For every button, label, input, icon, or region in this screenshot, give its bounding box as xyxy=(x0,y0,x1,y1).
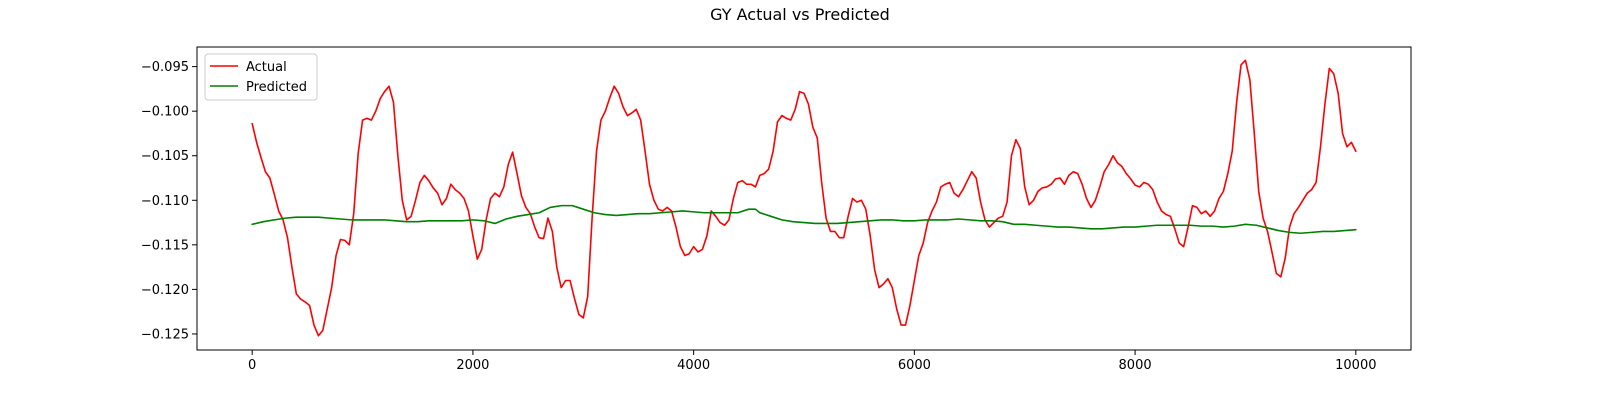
y-tick-label: −0.110 xyxy=(141,194,189,209)
x-tick-label: 8000 xyxy=(1119,358,1152,373)
chart-title: GY Actual vs Predicted xyxy=(710,5,890,24)
y-tick-label: −0.115 xyxy=(141,238,189,253)
y-tick-label: −0.125 xyxy=(141,327,189,342)
legend-label-predicted: Predicted xyxy=(246,80,307,95)
legend-label-actual: Actual xyxy=(246,60,287,75)
legend: Actual Predicted xyxy=(204,53,318,101)
plot-frame xyxy=(196,46,1412,351)
y-tick-label: −0.095 xyxy=(141,60,189,75)
y-tick-label: −0.120 xyxy=(141,283,189,298)
y-tick-label: −0.105 xyxy=(141,149,189,164)
x-tick-label: 6000 xyxy=(898,358,931,373)
series-line-actual xyxy=(251,59,1357,337)
x-tick-label: 4000 xyxy=(677,358,710,373)
x-tick-label: 0 xyxy=(248,358,256,373)
series-line-predicted xyxy=(251,204,1357,235)
axes-layer: 0 2000 4000 6000 8000 10000 −0.095 −0.100 −0.105… xyxy=(141,46,1412,373)
y-tick-label: −0.100 xyxy=(141,105,189,120)
x-tick-label: 2000 xyxy=(456,358,489,373)
series-layer xyxy=(251,59,1357,337)
x-tick-label: 10000 xyxy=(1335,358,1376,373)
